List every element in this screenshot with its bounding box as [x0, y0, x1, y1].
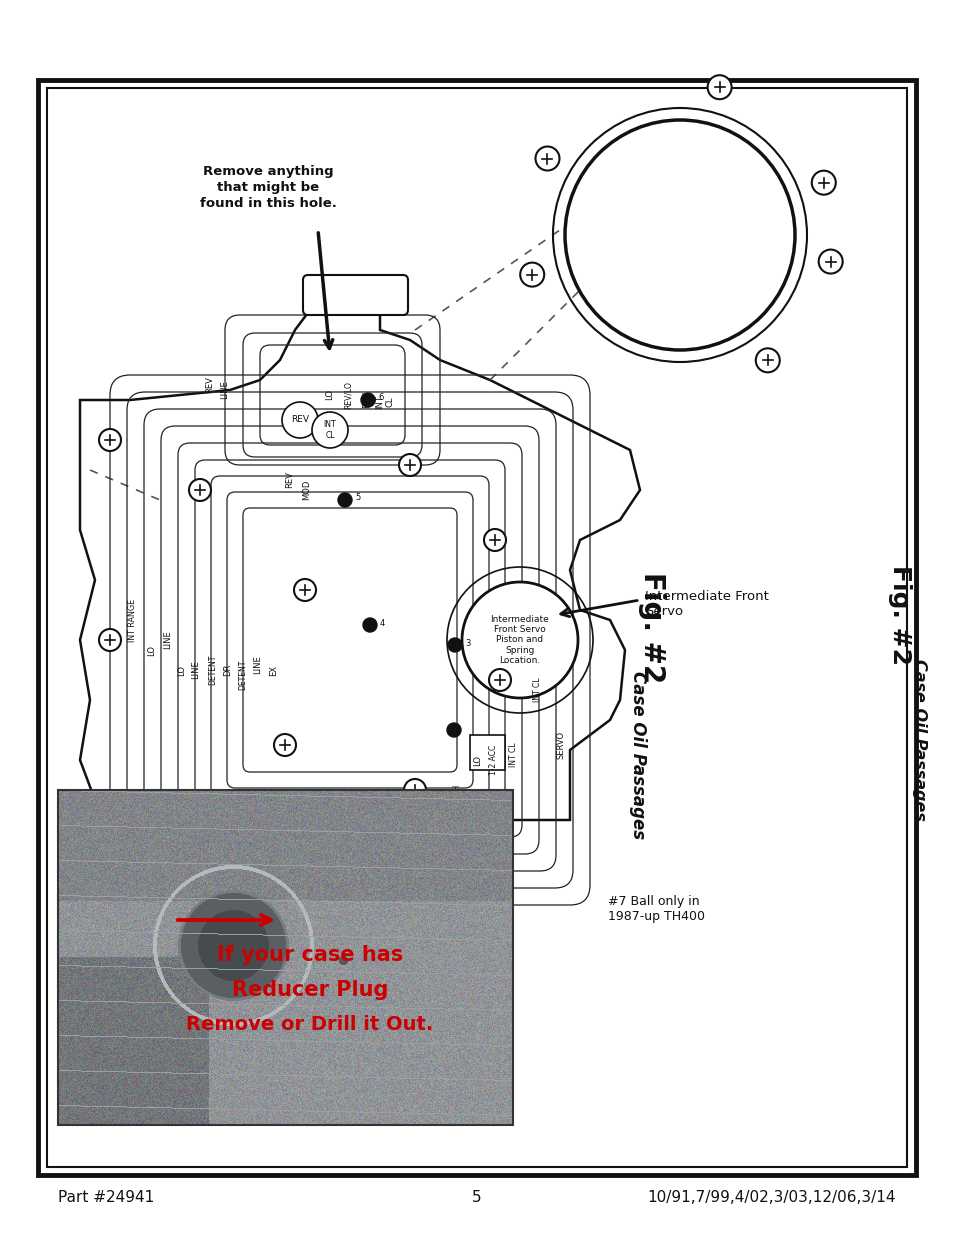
Bar [47, 88, 906, 1167]
Text: EXH: EXH [298, 811, 307, 829]
Text: DETENT: DETENT [238, 659, 247, 690]
Text: DIRECT CLUTCH: DIRECT CLUTCH [453, 785, 462, 845]
Circle shape [447, 722, 460, 737]
Text: INT CL: INT CL [399, 818, 408, 842]
Circle shape [99, 809, 121, 831]
Polygon shape [80, 290, 639, 900]
Text: INT RANGE: INT RANGE [129, 599, 137, 641]
Text: REV: REV [205, 377, 214, 394]
Text: Reducer Plug: Reducer Plug [232, 981, 388, 1000]
Circle shape [403, 779, 426, 802]
Text: 10/91,7/99,4/02,3/03,12/06,3/14: 10/91,7/99,4/02,3/03,12/06,3/14 [647, 1189, 895, 1204]
Bar [58, 790, 513, 1125]
Text: Intermediate Front
Servo: Intermediate Front Servo [644, 590, 768, 618]
Circle shape [99, 429, 121, 451]
Circle shape [564, 120, 794, 350]
Circle shape [398, 454, 420, 475]
FancyBboxPatch shape [303, 275, 408, 315]
Circle shape [461, 582, 578, 698]
Text: LINE: LINE [220, 380, 230, 399]
Text: DETENT: DETENT [199, 805, 209, 835]
Text: LO: LO [473, 755, 482, 766]
Circle shape [448, 638, 461, 652]
Circle shape [755, 348, 779, 372]
Text: 2: 2 [459, 804, 465, 813]
Text: DETENT: DETENT [209, 655, 217, 685]
Text: REV: REV [233, 811, 241, 829]
Text: REV: REV [362, 391, 371, 409]
Text: LINE: LINE [163, 631, 172, 650]
Text: INT
CL: INT CL [323, 420, 336, 440]
Text: LO: LO [177, 664, 186, 676]
Circle shape [818, 249, 841, 274]
Text: REV: REV [345, 811, 355, 829]
Text: 1-2 ACC: 1-2 ACC [489, 745, 498, 776]
Text: GOV: GOV [483, 866, 492, 884]
Text: 5: 5 [355, 494, 360, 503]
Text: 5: 5 [472, 1189, 481, 1204]
Circle shape [344, 848, 366, 871]
Text: If your case has: If your case has [216, 945, 403, 965]
Text: REV/LO: REV/LO [343, 382, 352, 409]
Text: LINE: LINE [183, 810, 193, 830]
Circle shape [483, 529, 505, 551]
Text: INT CL: INT CL [533, 678, 542, 703]
Text: LO: LO [148, 645, 156, 656]
Text: INT
CL: INT CL [375, 395, 395, 409]
Text: MOD: MOD [500, 864, 509, 885]
Bar [38, 80, 915, 1174]
Circle shape [811, 170, 835, 195]
Text: EX: EX [269, 664, 278, 676]
Text: REV: REV [285, 472, 294, 488]
Text: SERVO: SERVO [556, 731, 565, 760]
Text: Fig. #2: Fig. #2 [887, 564, 911, 664]
Circle shape [519, 263, 543, 287]
Circle shape [337, 493, 352, 508]
Circle shape [213, 844, 235, 866]
Text: 4: 4 [379, 619, 385, 627]
Text: REV: REV [291, 415, 309, 425]
Text: 6: 6 [377, 394, 383, 403]
Circle shape [363, 618, 376, 632]
Text: Intermediate
Front Servo
Piston and
Spring
Location.: Intermediate Front Servo Piston and Spri… [490, 615, 549, 664]
Text: Remove or Drill it Out.: Remove or Drill it Out. [186, 1015, 434, 1035]
Text: Remove anything
that might be
found in this hole.: Remove anything that might be found in t… [199, 165, 336, 210]
Text: REV: REV [314, 831, 323, 848]
Circle shape [189, 479, 211, 501]
Circle shape [360, 393, 375, 408]
Text: DETENT: DETENT [215, 805, 224, 835]
Text: MOD: MOD [302, 480, 312, 500]
Circle shape [282, 403, 317, 438]
Circle shape [312, 412, 348, 448]
Text: Fig. #2: Fig. #2 [638, 572, 665, 684]
Circle shape [707, 75, 731, 99]
Text: 3: 3 [464, 638, 470, 647]
Text: Case Oil Passages: Case Oil Passages [628, 671, 646, 839]
Text: Part #24941: Part #24941 [58, 1189, 154, 1204]
Text: Rear Servo
Location: Rear Servo Location [605, 238, 794, 301]
Text: LO: LO [325, 389, 335, 400]
Text: INT CL: INT CL [509, 742, 518, 767]
Text: Case Oil Passages: Case Oil Passages [911, 659, 926, 821]
Text: MOD: MOD [361, 810, 370, 830]
Circle shape [442, 803, 456, 818]
Circle shape [489, 669, 511, 692]
Bar [470, 735, 504, 769]
Text: LINE: LINE [253, 656, 262, 674]
Circle shape [99, 629, 121, 651]
Text: DR: DR [223, 664, 233, 677]
Circle shape [274, 734, 295, 756]
Text: LINE: LINE [192, 661, 200, 679]
Circle shape [535, 147, 558, 170]
Text: #7 Ball only in
1987-up TH400: #7 Ball only in 1987-up TH400 [607, 895, 704, 923]
Circle shape [294, 579, 315, 601]
